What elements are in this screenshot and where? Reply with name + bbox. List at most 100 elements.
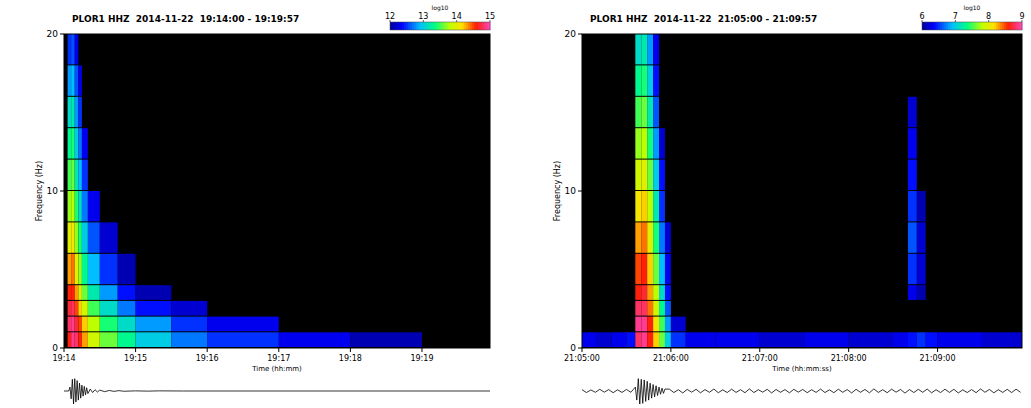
spectrogram-cell	[100, 317, 118, 332]
colorbar-tick-label: 13	[418, 12, 428, 21]
spectrogram-cell	[893, 332, 908, 347]
y-axis-title: Frequency (Hz)	[35, 161, 44, 221]
colorbar-frame	[922, 22, 1022, 30]
spectrogram-cell	[68, 128, 72, 158]
spectrogram-cell	[917, 332, 926, 347]
y-tick-label: 0	[570, 343, 576, 353]
y-tick-label: 10	[47, 186, 59, 196]
spectrogram-cell	[653, 191, 659, 221]
spectrogram-cell	[82, 128, 88, 158]
spectrogram-cell	[653, 128, 659, 158]
spectrogram-cell	[635, 222, 641, 252]
spectrogram-cell	[136, 301, 172, 316]
spectrogram-cell	[118, 301, 136, 316]
spectrogram-cell	[68, 301, 72, 316]
x-tick	[207, 348, 208, 352]
spectrogram-cell	[804, 332, 848, 347]
spectrogram-cell	[659, 285, 665, 300]
x-tick-label: 19:14	[52, 354, 75, 363]
spectrogram-cell	[350, 332, 422, 347]
colorbar-frame	[390, 22, 490, 30]
x-tick-label: 21:05:00	[564, 354, 600, 363]
spectrogram-cell	[665, 285, 671, 300]
spectrogram-cell	[78, 160, 82, 190]
panel: PLOR1 HHZ 2014-11-22 21:05:00 - 21:09:57…	[553, 4, 1025, 404]
spectrogram-cell	[665, 254, 671, 284]
plot-background	[64, 34, 490, 348]
panel-title: PLOR1 HHZ 2014-11-22 21:05:00 - 21:09:57	[590, 14, 817, 24]
spectrogram-cell	[75, 65, 79, 95]
spectrogram-cell	[635, 285, 641, 300]
spectrogram-cell	[641, 254, 647, 284]
spectrogram-cell	[71, 317, 75, 332]
spectrogram-cell	[612, 332, 627, 347]
y-tick	[578, 348, 582, 349]
spectrogram-cell	[653, 301, 659, 316]
spectrogram-cell	[635, 65, 641, 95]
spectrogram-cell	[78, 332, 82, 347]
x-tick-label: 19:17	[267, 354, 290, 363]
spectrogram-cell	[908, 285, 917, 300]
spectrogram-cell	[647, 128, 653, 158]
spectrogram-cell	[71, 254, 75, 284]
spectrogram-cell	[659, 301, 665, 316]
spectrogram-cell	[659, 191, 665, 221]
y-tick-label: 10	[565, 186, 577, 196]
spectrogram-cell	[68, 65, 72, 95]
spectrogram-cell	[136, 285, 172, 300]
figure: PLOR1 HHZ 2014-11-22 19:14:00 - 19:19:57…	[0, 0, 1031, 408]
spectrogram	[68, 34, 422, 347]
spectrogram-cell	[635, 301, 641, 316]
spectrogram-cell	[68, 332, 72, 347]
spectrogram-cell	[917, 191, 926, 221]
spectrogram-cell	[908, 254, 917, 284]
spectrogram	[582, 34, 1022, 347]
spectrogram-cell	[849, 332, 893, 347]
x-tick	[64, 348, 65, 352]
seismogram-trace	[582, 379, 1021, 404]
spectrogram-cell	[635, 160, 641, 190]
x-tick-label: 19:16	[196, 354, 219, 363]
spectrogram-cell	[635, 191, 641, 221]
spectrogram-cell	[78, 128, 82, 158]
spectrogram-cell	[760, 332, 804, 347]
spectrogram-cell	[75, 160, 79, 190]
x-axis-title: Time (hh:mm:ss)	[771, 365, 832, 373]
spectrogram-cell	[88, 301, 100, 316]
spectrogram-cell	[88, 285, 100, 300]
spectrogram-cell	[171, 301, 207, 316]
spectrogram-cell	[635, 254, 641, 284]
spectrogram-cell	[68, 222, 72, 252]
spectrogram-cell	[207, 317, 279, 332]
spectrogram-cell	[641, 301, 647, 316]
x-tick	[670, 348, 671, 352]
spectrogram-cell	[665, 301, 671, 316]
spectrogram-cell	[82, 317, 88, 332]
colorbar-label: log10	[432, 4, 449, 12]
spectrogram-cell	[75, 191, 79, 221]
spectrogram-cell	[641, 285, 647, 300]
spectrogram-cell	[641, 97, 647, 127]
spectrogram-cell	[641, 222, 647, 252]
spectrogram-cell	[88, 222, 100, 252]
spectrogram-cell	[908, 97, 917, 127]
spectrogram-cell	[715, 332, 759, 347]
spectrogram-cell	[78, 285, 82, 300]
spectrogram-cell	[647, 254, 653, 284]
spectrogram-cell	[118, 317, 136, 332]
spectrogram-cell	[100, 254, 118, 284]
spectrogram-cell	[68, 97, 72, 127]
panel: PLOR1 HHZ 2014-11-22 19:14:00 - 19:19:57…	[35, 4, 495, 404]
spectrogram-cell	[917, 254, 926, 284]
x-tick	[848, 348, 849, 352]
x-tick-label: 19:19	[410, 354, 433, 363]
x-tick	[350, 348, 351, 352]
spectrogram-cell	[75, 332, 79, 347]
spectrogram-cell	[68, 317, 72, 332]
spectrogram-cell	[75, 34, 79, 64]
spectrogram-cell	[659, 317, 665, 332]
spectrogram-cell	[665, 317, 671, 332]
spectrogram-cell	[78, 317, 82, 332]
seismogram-trace	[64, 379, 490, 404]
spectrogram-cell	[71, 222, 75, 252]
